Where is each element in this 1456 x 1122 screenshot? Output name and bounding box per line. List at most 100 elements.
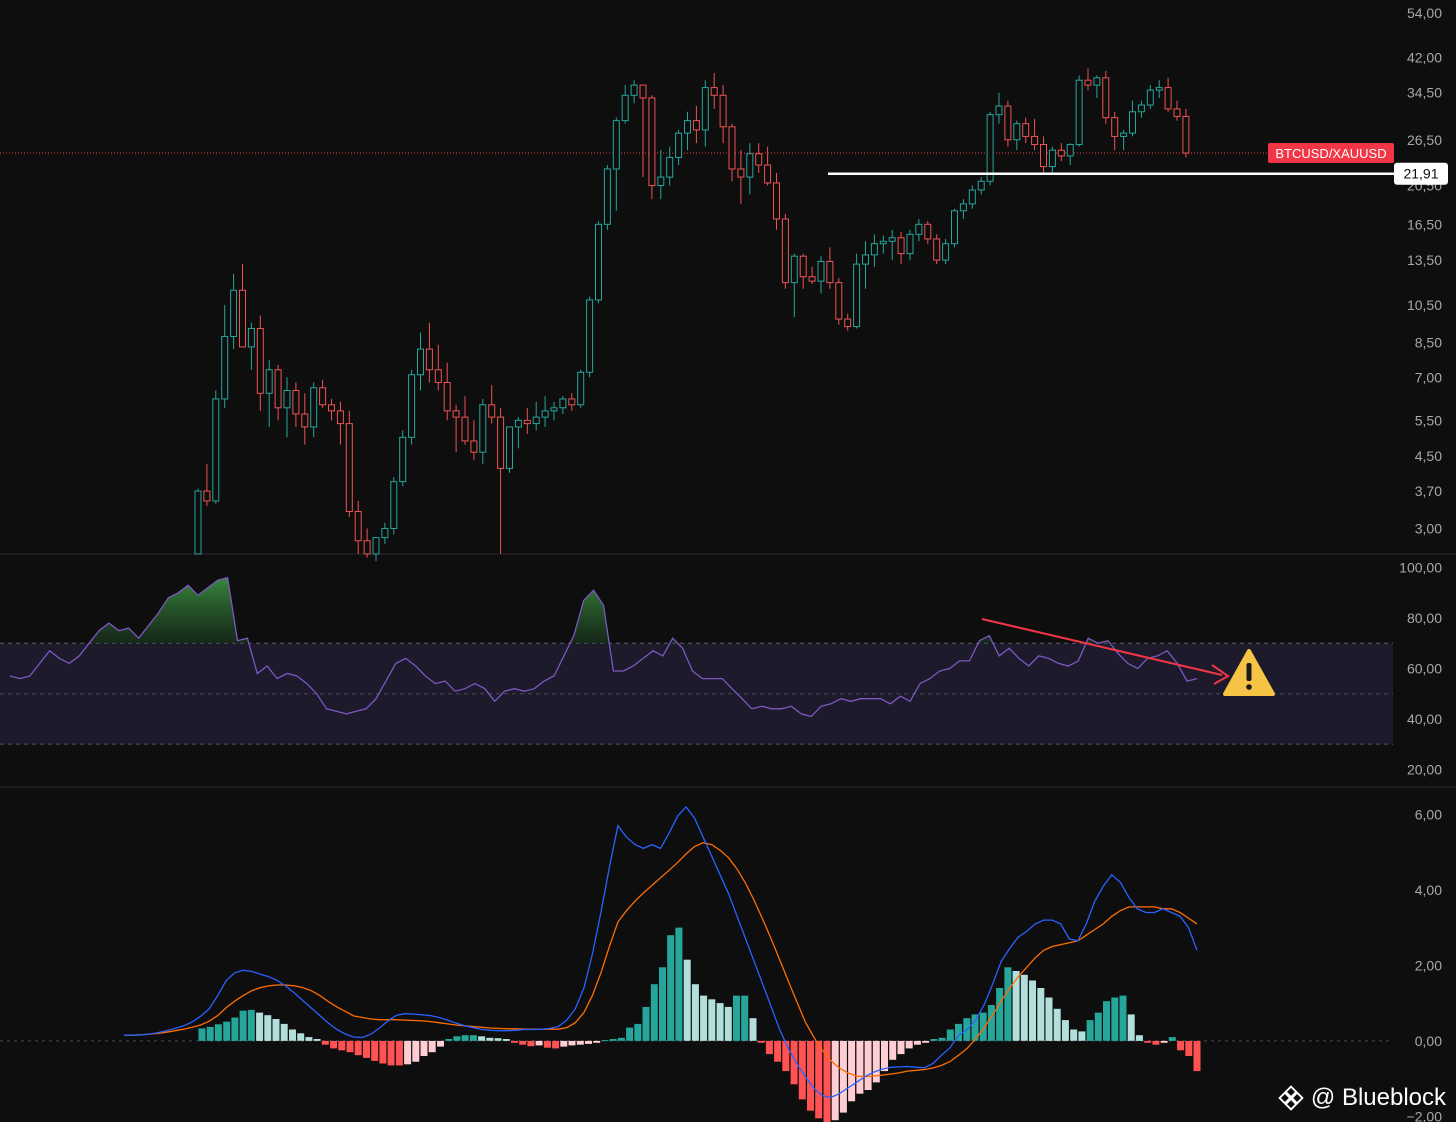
macd-histogram-bar bbox=[535, 1040, 543, 1046]
candle-body bbox=[497, 416, 505, 469]
macd-histogram-bar bbox=[395, 1040, 403, 1066]
macd-histogram-bar bbox=[363, 1040, 370, 1058]
macd-histogram-bar bbox=[231, 1017, 239, 1041]
candle-body bbox=[239, 289, 246, 348]
price-axis-tick: 54,00 bbox=[1407, 5, 1442, 21]
macd-histogram-bar bbox=[461, 1035, 469, 1041]
macd-histogram-bar bbox=[872, 1040, 880, 1083]
candle-body bbox=[212, 398, 220, 502]
candle-body bbox=[746, 153, 754, 178]
candle-body bbox=[541, 410, 549, 418]
macd-histogram-bar bbox=[1127, 1014, 1135, 1041]
candle-body bbox=[924, 223, 932, 240]
price-axis-tick: 13,50 bbox=[1407, 252, 1442, 268]
candle-body bbox=[1173, 108, 1181, 117]
candle-body bbox=[1066, 144, 1074, 157]
macd-axis: 6,00 4,00 2,00 0,00 −2,00 bbox=[1407, 806, 1443, 1122]
macd-histogram-bar bbox=[1037, 988, 1045, 1041]
candle-body bbox=[808, 276, 816, 282]
macd-histogram-bar bbox=[198, 1028, 206, 1041]
candle-body bbox=[755, 153, 763, 166]
candle-body bbox=[408, 374, 416, 438]
macd-histogram-bar bbox=[585, 1040, 592, 1044]
macd-histogram-bar bbox=[437, 1040, 444, 1047]
rsi-axis-tick: 80,00 bbox=[1407, 610, 1442, 626]
macd-histogram-bar bbox=[297, 1033, 305, 1041]
candle-body bbox=[586, 299, 594, 373]
price-pane: 54,0042,0034,5026,5020,5016,5013,5010,50… bbox=[0, 5, 1448, 561]
price-axis: 54,0042,0034,5026,5020,5016,5013,5010,50… bbox=[1407, 5, 1442, 537]
rsi-pane: 100,00 80,00 60,00 40,00 20,00 bbox=[0, 560, 1442, 777]
macd-histogram-bar bbox=[371, 1040, 379, 1061]
candle-body bbox=[1137, 104, 1145, 113]
candle-body bbox=[1057, 149, 1065, 157]
candle-body bbox=[737, 168, 745, 178]
macd-signal-line bbox=[124, 842, 1198, 1078]
candle-body bbox=[256, 328, 264, 394]
candle-body bbox=[372, 537, 380, 555]
candle-body bbox=[1182, 115, 1190, 154]
watermark: @ Blueblock bbox=[1277, 1084, 1446, 1112]
macd-histogram-bar bbox=[889, 1040, 897, 1060]
macd-histogram-bar bbox=[971, 1014, 979, 1041]
macd-axis-tick: 6,00 bbox=[1415, 806, 1442, 822]
macd-histogram-bar bbox=[881, 1040, 888, 1072]
macd-histogram-bar bbox=[691, 984, 699, 1041]
divergence-arrow-line bbox=[981, 618, 1223, 676]
rsi-axis-tick: 100,00 bbox=[1399, 560, 1442, 576]
macd-histogram-bar bbox=[1094, 1012, 1102, 1041]
candle-body bbox=[434, 369, 442, 383]
candle-body bbox=[328, 404, 335, 412]
candle-body bbox=[621, 94, 629, 122]
macd-histogram-bar bbox=[379, 1040, 387, 1064]
candle-body bbox=[568, 398, 576, 406]
candle-body bbox=[799, 255, 807, 278]
macd-histogram-bar bbox=[1004, 967, 1012, 1041]
candle-body bbox=[452, 410, 460, 418]
symbol-tag-background bbox=[1268, 143, 1394, 164]
macd-histogram-bar bbox=[330, 1040, 338, 1049]
candle-body bbox=[959, 203, 967, 212]
macd-histogram-bar bbox=[264, 1015, 272, 1041]
candle-body bbox=[363, 540, 371, 555]
macd-histogram-bar bbox=[848, 1040, 856, 1102]
macd-histogram-bar bbox=[1086, 1020, 1094, 1041]
macd-histogram-bar bbox=[1045, 997, 1053, 1041]
macd-histogram-bar bbox=[247, 1009, 255, 1041]
candle-body bbox=[1155, 87, 1163, 91]
candle-body bbox=[274, 369, 282, 409]
symbol-tag: BTCUSD/XAUUSD bbox=[1268, 143, 1394, 164]
candle-body bbox=[577, 371, 585, 406]
macd-histogram-bar bbox=[313, 1039, 321, 1041]
macd-histogram-bar bbox=[1168, 1037, 1176, 1041]
candle-body bbox=[790, 255, 798, 284]
macd-histogram-bar bbox=[404, 1040, 412, 1065]
candle-body bbox=[1084, 79, 1092, 86]
support-tag-background bbox=[1394, 162, 1448, 185]
price-axis-tick: 7,00 bbox=[1415, 369, 1442, 385]
candle-body bbox=[1022, 123, 1030, 137]
candle-body bbox=[283, 390, 291, 409]
price-axis-tick: 8,50 bbox=[1415, 335, 1442, 351]
macd-histogram-bar bbox=[272, 1019, 280, 1041]
price-candles bbox=[194, 68, 1190, 561]
candle-body bbox=[461, 416, 469, 442]
candle-body bbox=[719, 94, 727, 128]
candle-body bbox=[1146, 89, 1154, 106]
candle-body bbox=[933, 238, 941, 261]
macd-histogram-bar bbox=[659, 967, 666, 1041]
macd-histogram-bar bbox=[469, 1035, 477, 1041]
macd-histogram-bar bbox=[214, 1024, 222, 1041]
macd-pane: 6,00 4,00 2,00 0,00 −2,00 bbox=[0, 805, 1443, 1122]
macd-histogram-bar bbox=[601, 1040, 609, 1042]
price-axis-tick: 4,50 bbox=[1415, 448, 1442, 464]
candle-body bbox=[817, 260, 825, 282]
macd-histogram-bar bbox=[338, 1040, 346, 1051]
candle-body bbox=[532, 416, 540, 425]
candle-body bbox=[310, 387, 318, 428]
candle-body bbox=[523, 419, 531, 425]
candle-body bbox=[888, 237, 896, 242]
candle-body bbox=[292, 390, 300, 415]
